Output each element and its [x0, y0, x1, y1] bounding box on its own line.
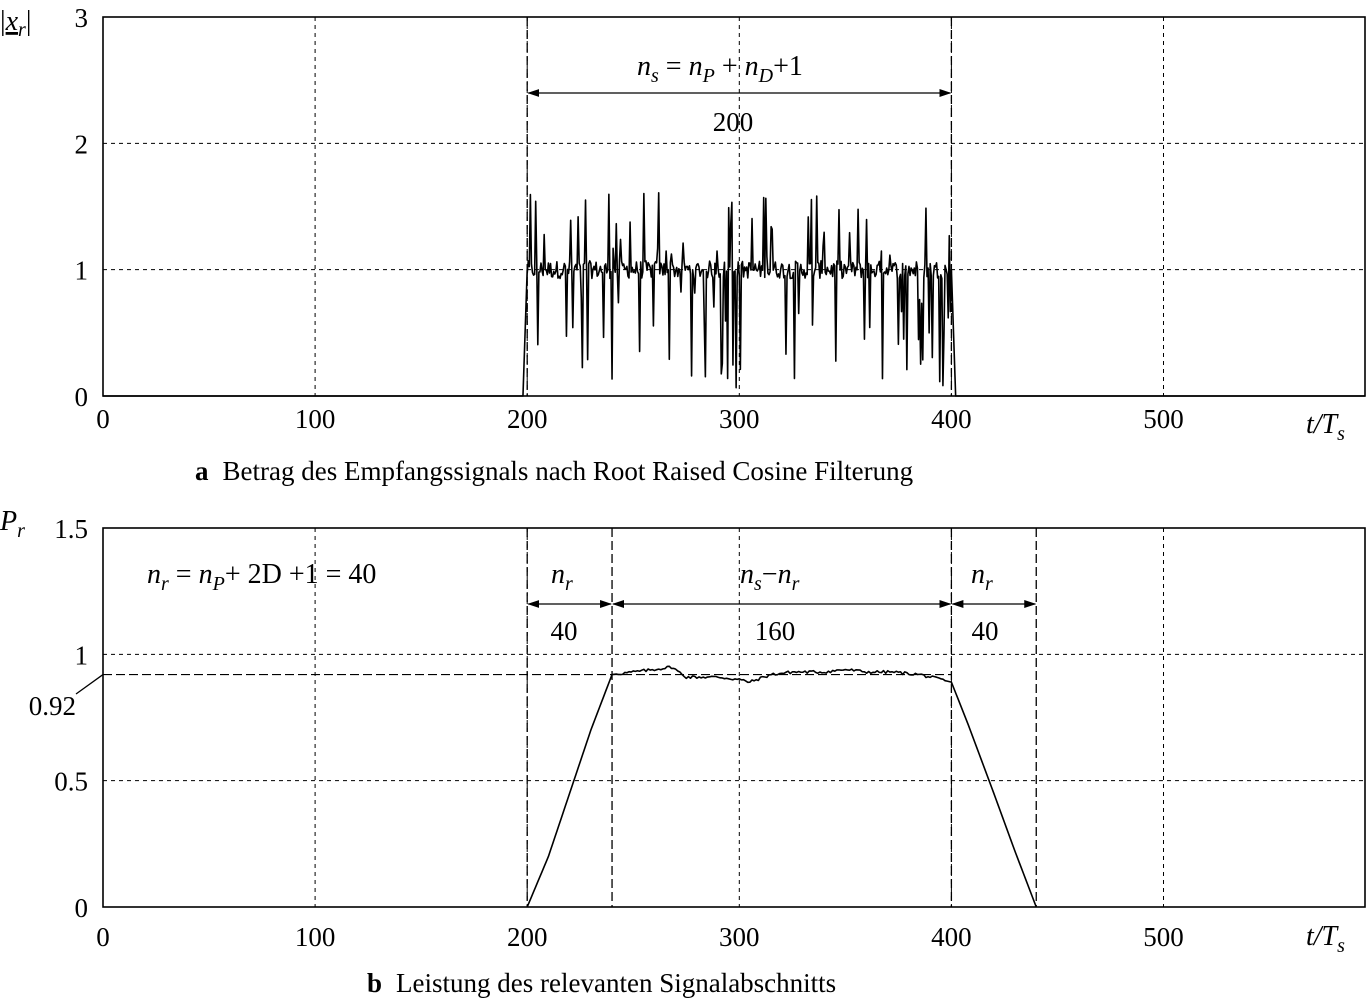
- x-tick-300: 300: [719, 404, 760, 434]
- y-tick-1.5: 1.5: [54, 514, 88, 544]
- y-tick-0: 0: [75, 893, 89, 923]
- annotation-formula-a: ns = nP + nD+1: [637, 51, 803, 87]
- chart-a: 0 100 200 300 400 500 0 1 2 3 |xr| t/Ts ns = nP …: [0, 3, 1366, 486]
- caption-a: a Betrag des Empfangssignals nach Root Ra…: [195, 456, 913, 486]
- segment-value-2: 160: [755, 616, 796, 646]
- segment-value-3: 40: [972, 616, 999, 646]
- x-tick-100: 100: [295, 922, 336, 952]
- x-tick-300: 300: [719, 922, 760, 952]
- x-tick-400: 400: [931, 404, 972, 434]
- segment-label-1: nr: [551, 559, 573, 595]
- segment-label-2: ns−nr: [740, 559, 800, 595]
- y-tick-2: 2: [75, 129, 89, 159]
- plot-frame-a: [102, 16, 1366, 397]
- x-tick-200: 200: [507, 404, 548, 434]
- segment-value-1: 40: [551, 616, 578, 646]
- y-tick-3: 3: [75, 3, 89, 33]
- power-curve-line: [526, 665, 1037, 908]
- y-tick-labels-a: 0 1 2 3: [75, 3, 89, 412]
- y-tick-1: 1: [75, 640, 89, 670]
- plot-frame-b: [102, 527, 1366, 908]
- y-axis-label-b: Pr: [0, 506, 25, 542]
- chart-b: 0 100 200 300 400 500 0 0.5 1 1.5 0.92 Pr t/Ts n…: [0, 506, 1366, 998]
- signal-magnitude-line: [103, 191, 1365, 397]
- x-tick-labels-b: 0 100 200 300 400 500: [96, 922, 1184, 952]
- reference-label: 0.92: [29, 691, 76, 721]
- span-value-a: 200: [713, 107, 754, 137]
- y-tick-0.5: 0.5: [54, 767, 88, 797]
- x-tick-100: 100: [295, 404, 336, 434]
- x-tick-400: 400: [931, 922, 972, 952]
- caption-b: b Leistung des relevanten Signalabschnitt…: [367, 968, 836, 998]
- formula-b: nr = nP+ 2D +1 = 40: [147, 559, 376, 595]
- x-tick-0: 0: [96, 404, 110, 434]
- x-tick-500: 500: [1143, 404, 1184, 434]
- x-axis-label-b: t/Ts: [1306, 921, 1345, 957]
- marker-lines-a: [526, 17, 953, 396]
- y-tick-0: 0: [75, 382, 89, 412]
- y-tick-labels-b: 0 0.5 1 1.5: [54, 514, 88, 923]
- x-tick-labels-a: 0 100 200 300 400 500: [96, 404, 1184, 434]
- segment-label-3: nr: [971, 559, 993, 595]
- x-tick-0: 0: [96, 922, 110, 952]
- x-tick-200: 200: [507, 922, 548, 952]
- reference-leader-line: [75, 674, 104, 695]
- y-axis-label-a: |xr|: [0, 6, 31, 41]
- marker-lines-b: [526, 528, 1037, 907]
- y-tick-1: 1: [75, 256, 89, 286]
- x-axis-label-a: t/Ts: [1306, 409, 1345, 445]
- x-tick-500: 500: [1143, 922, 1184, 952]
